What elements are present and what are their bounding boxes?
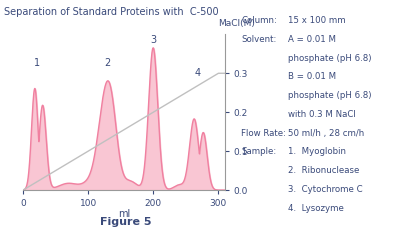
Text: 3.  Cytochrome C: 3. Cytochrome C: [288, 185, 362, 194]
Text: 4.  Lysozyme: 4. Lysozyme: [288, 204, 344, 213]
Text: 1.  Myoglobin: 1. Myoglobin: [288, 147, 346, 156]
Text: Column:: Column:: [241, 16, 277, 25]
Text: 2.  Ribonuclease: 2. Ribonuclease: [288, 166, 359, 175]
Text: Flow Rate:: Flow Rate:: [241, 129, 286, 138]
Text: 3: 3: [150, 35, 156, 44]
Text: Figure 5: Figure 5: [100, 217, 152, 227]
Text: Sample:: Sample:: [241, 147, 277, 156]
Text: 15 x 100 mm: 15 x 100 mm: [288, 16, 345, 25]
X-axis label: ml: ml: [118, 210, 130, 219]
Text: B = 0.01 M: B = 0.01 M: [288, 72, 336, 81]
Text: phosphate (pH 6.8): phosphate (pH 6.8): [288, 54, 371, 63]
Text: 50 ml/h , 28 cm/h: 50 ml/h , 28 cm/h: [288, 129, 364, 138]
Text: A = 0.01 M: A = 0.01 M: [288, 35, 336, 44]
Text: 4: 4: [194, 68, 200, 78]
Text: MaCl(M): MaCl(M): [218, 19, 255, 28]
Text: 2: 2: [105, 58, 111, 68]
Text: 1: 1: [34, 58, 40, 68]
Text: phosphate (pH 6.8): phosphate (pH 6.8): [288, 91, 371, 100]
Text: with 0.3 M NaCl: with 0.3 M NaCl: [288, 110, 355, 119]
Text: Solvent:: Solvent:: [241, 35, 277, 44]
Text: Separation of Standard Proteins with  C-500: Separation of Standard Proteins with C-5…: [4, 7, 219, 17]
